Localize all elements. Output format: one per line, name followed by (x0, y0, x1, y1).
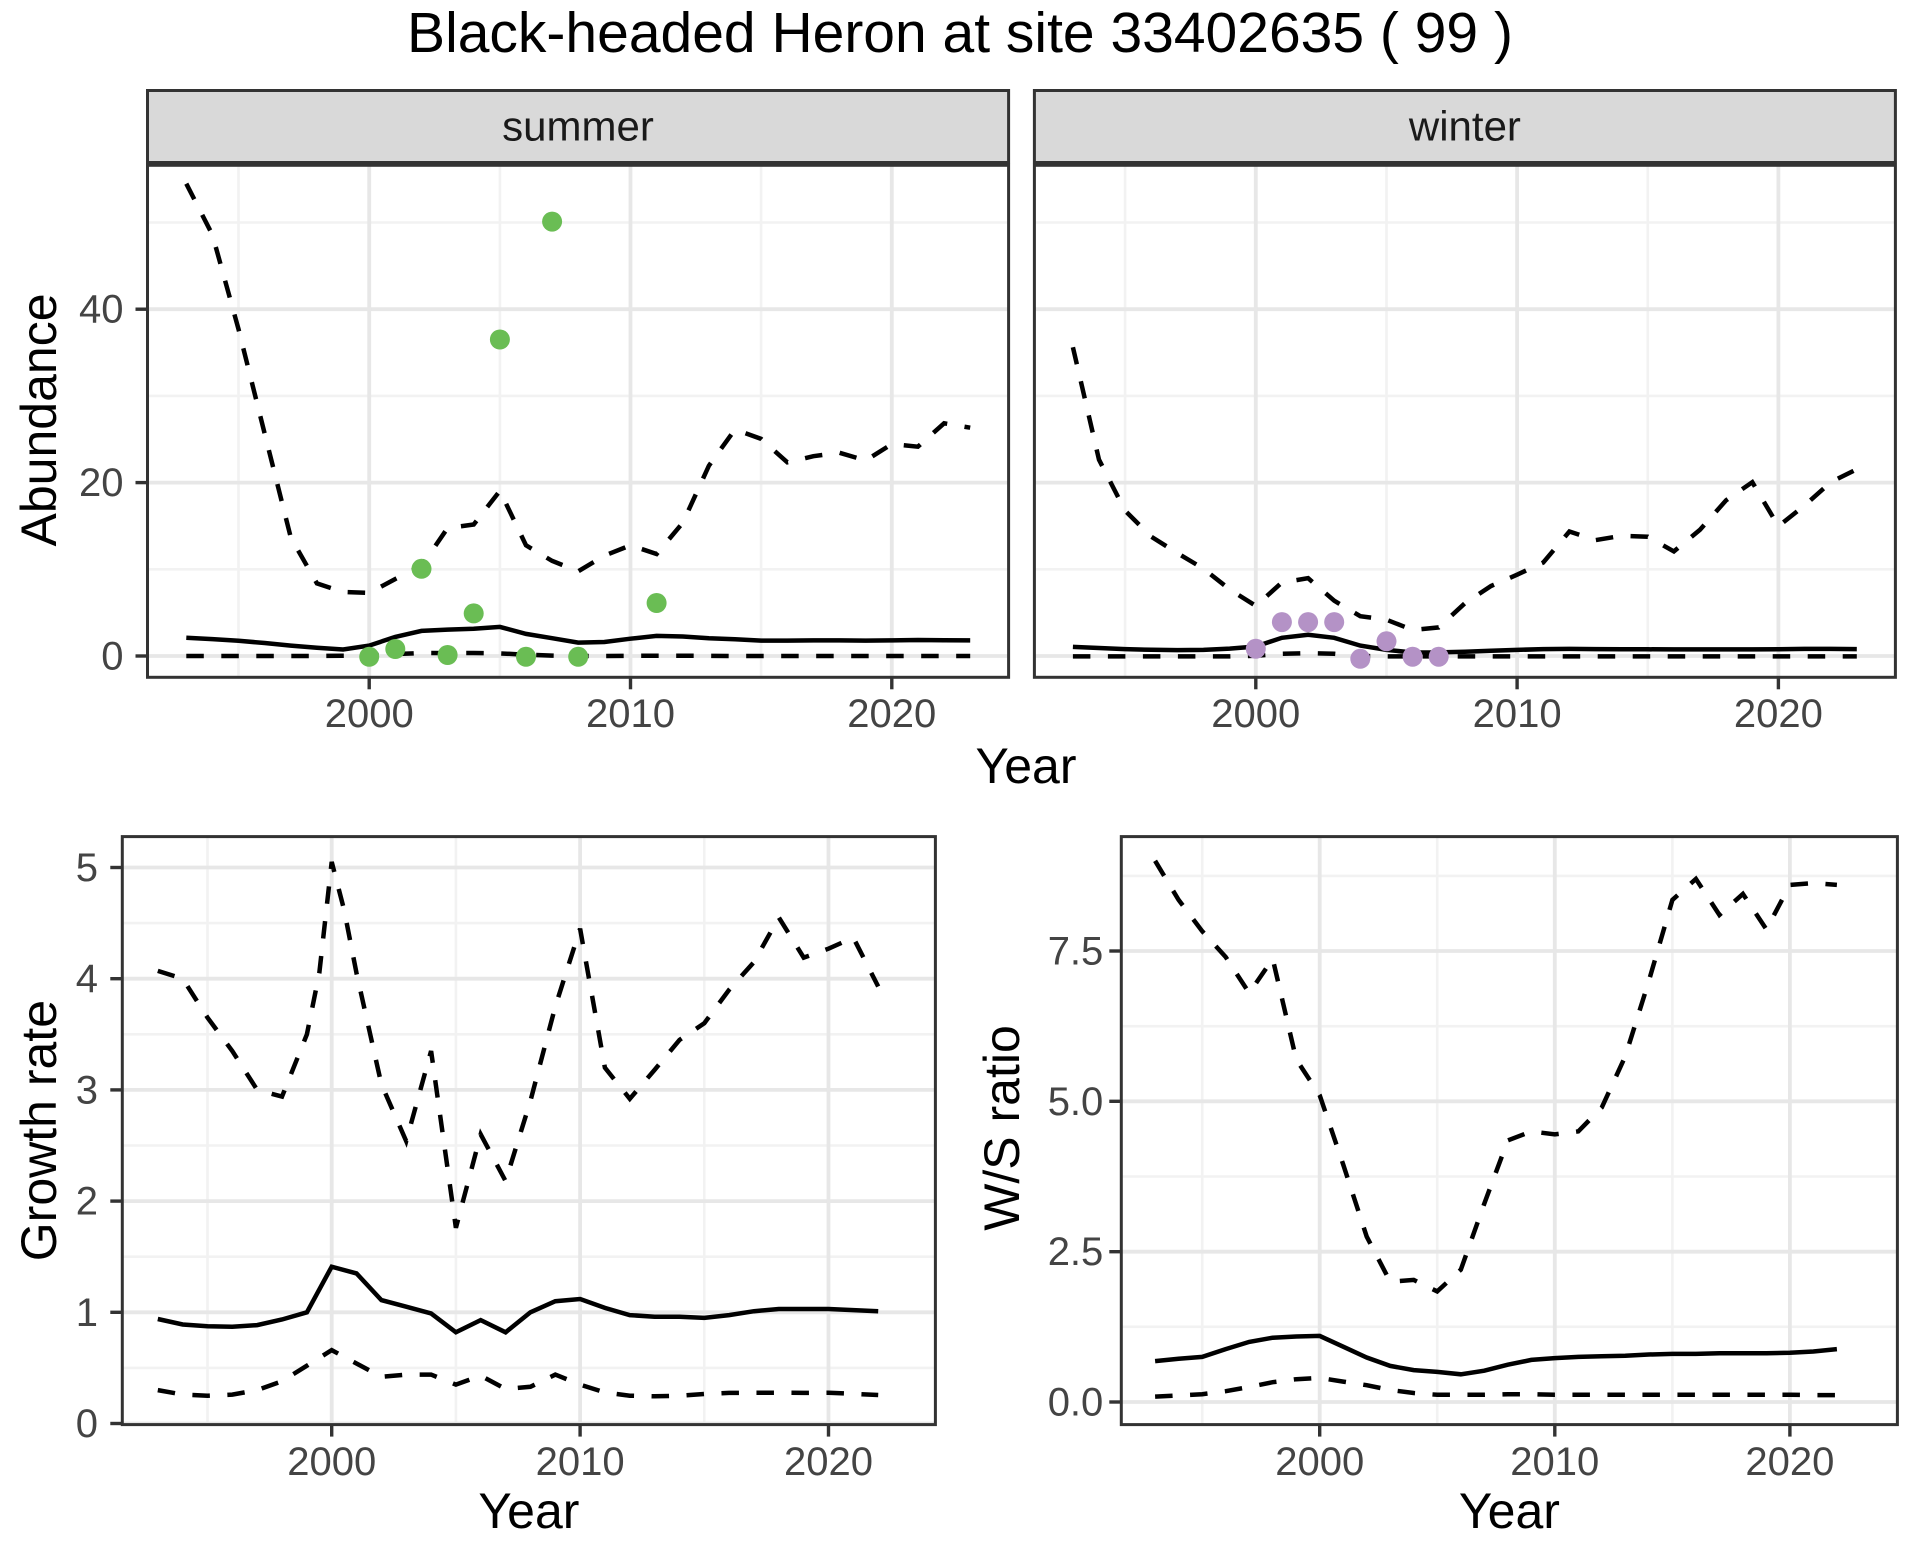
svg-text:Black-headed Heron at site 334: Black-headed Heron at site 33402635 ( 99… (407, 1, 1513, 65)
svg-text:summer: summer (502, 103, 654, 150)
svg-text:3: 3 (76, 1068, 98, 1112)
svg-text:2010: 2010 (586, 692, 675, 736)
svg-text:Abundance: Abundance (11, 293, 67, 546)
svg-text:2: 2 (76, 1180, 98, 1224)
svg-text:2010: 2010 (536, 1440, 625, 1484)
svg-text:2020: 2020 (1745, 1440, 1834, 1484)
svg-text:2000: 2000 (287, 1440, 376, 1484)
svg-text:Year: Year (478, 1483, 579, 1539)
svg-text:2020: 2020 (1734, 692, 1823, 736)
svg-text:0: 0 (101, 635, 123, 679)
svg-text:5.0: 5.0 (1048, 1080, 1104, 1124)
svg-text:7.5: 7.5 (1048, 930, 1104, 974)
svg-text:W/S ratio: W/S ratio (974, 1025, 1030, 1231)
svg-text:Year: Year (975, 738, 1076, 794)
svg-text:5: 5 (76, 846, 98, 890)
svg-text:1: 1 (76, 1291, 98, 1335)
svg-text:2010: 2010 (1473, 692, 1562, 736)
svg-text:Growth rate: Growth rate (11, 1000, 67, 1261)
svg-text:0.0: 0.0 (1048, 1381, 1104, 1425)
svg-text:0: 0 (76, 1402, 98, 1446)
svg-text:Year: Year (1459, 1483, 1560, 1539)
svg-text:2000: 2000 (1211, 692, 1300, 736)
svg-text:winter: winter (1408, 103, 1521, 150)
svg-text:2020: 2020 (784, 1440, 873, 1484)
svg-text:2010: 2010 (1510, 1440, 1599, 1484)
svg-text:20: 20 (79, 461, 124, 505)
svg-text:2000: 2000 (325, 692, 414, 736)
svg-text:2.5: 2.5 (1048, 1230, 1104, 1274)
svg-text:2020: 2020 (847, 692, 936, 736)
svg-text:40: 40 (79, 288, 124, 332)
svg-text:2000: 2000 (1275, 1440, 1364, 1484)
svg-text:4: 4 (76, 957, 98, 1001)
